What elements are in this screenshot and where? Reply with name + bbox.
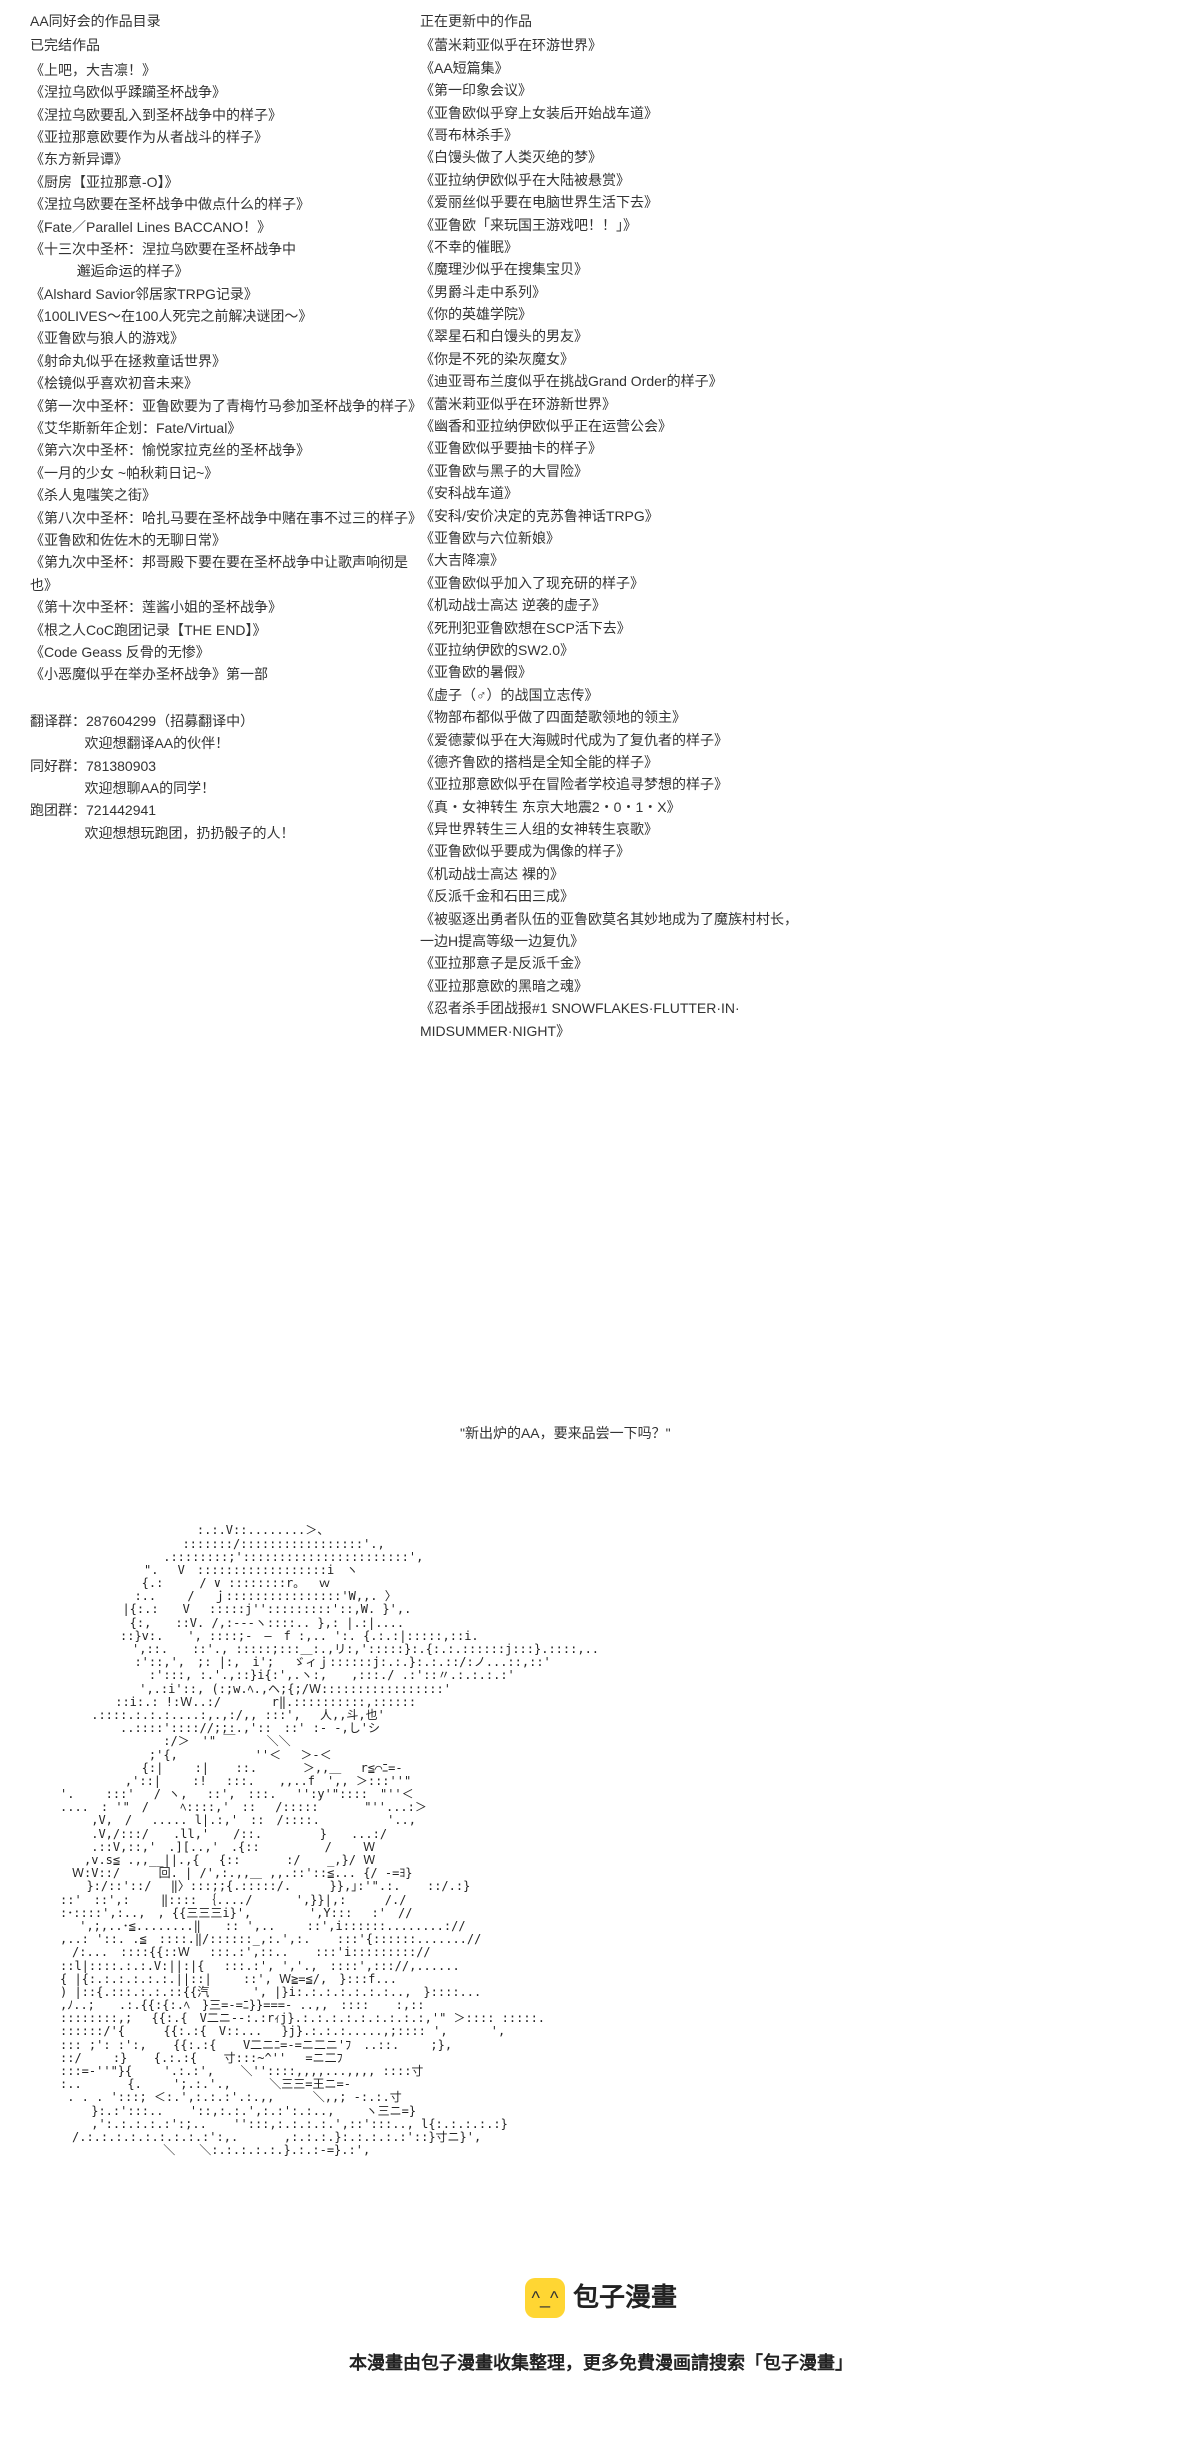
completed-work-item: 《亚拉那意欧要作为从者战斗的样子》	[30, 126, 420, 148]
updating-work-item: 《亚拉纳伊欧似乎在大陆被悬赏》	[420, 169, 810, 191]
updating-work-item: 《男爵斗走中系列》	[420, 281, 810, 303]
updating-work-item: 《哥布林杀手》	[420, 124, 810, 146]
completed-work-item: 《第八次中圣杯：哈扎马要在圣杯战争中赌在事不过三的样子》	[30, 507, 420, 529]
main-content: AA同好会的作品目录 已完结作品 《上吧，大吉凛！》《涅拉乌欧似乎蹂躏圣杯战争》…	[0, 0, 1202, 1464]
completed-work-item: 《100LIVES～在100人死完之前解决谜团～》	[30, 305, 420, 327]
updating-work-item: 《反派千金和石田三成》	[420, 885, 810, 907]
completed-work-item: 《一月的少女 ~帕秋莉日记~》	[30, 462, 420, 484]
updating-work-item: 《机动战士高达 逆袭的虚子》	[420, 594, 810, 616]
group-info-line: 跑团群：721442941	[30, 799, 420, 821]
updating-work-item: 《你是不死的染灰魔女》	[420, 348, 810, 370]
completed-work-item: 《涅拉乌欧要乱入到圣杯战争中的样子》	[30, 104, 420, 126]
updating-work-item: 《亚拉那意欧的黑暗之魂》	[420, 975, 810, 997]
updating-work-item: 《亚鲁欧的暑假》	[420, 661, 810, 683]
completed-work-item: 《桧镜似乎喜欢初音未来》	[30, 372, 420, 394]
ascii-art-character: :.:.V::........＞、 :::::::/::::::::::::::…	[60, 1524, 1202, 2157]
group-info-line: 欢迎想聊AA的同学！	[30, 777, 420, 799]
updating-work-item: 《亚鲁欧似乎要成为偶像的样子》	[420, 840, 810, 862]
updating-work-item: 《幽香和亚拉纳伊欧似乎正在运营公会》	[420, 415, 810, 437]
completed-work-item: 《十三次中圣杯：涅拉乌欧要在圣杯战争中 邂逅命运的样子》	[30, 238, 420, 283]
completed-work-item: 《射命丸似乎在拯救童话世界》	[30, 350, 420, 372]
completed-work-item: 《第一次中圣杯：亚鲁欧要为了青梅竹马参加圣杯战争的样子》	[30, 395, 420, 417]
updating-work-item: 《爱德蒙似乎在大海贼时代成为了复仇者的样子》	[420, 729, 810, 751]
updating-work-item: 《迪亚哥布兰度似乎在挑战Grand Order的样子》	[420, 370, 810, 392]
completed-work-item: 《厨房【亚拉那意-O】》	[30, 171, 420, 193]
updating-work-item: 《白馒头做了人类灭绝的梦》	[420, 146, 810, 168]
updating-work-item: 《亚鲁欧似乎加入了现充研的样子》	[420, 572, 810, 594]
updating-work-item: 《物部布都似乎做了四面楚歌领地的领主》	[420, 706, 810, 728]
completed-work-item: 《第九次中圣杯：邦哥殿下要在要在圣杯战争中让歌声响彻是也》	[30, 551, 420, 596]
group-info-line: 翻译群：287604299（招募翻译中）	[30, 710, 420, 732]
updating-work-item: 《机动战士高达 裸的》	[420, 863, 810, 885]
baozi-logo-icon: ^_^	[525, 2278, 565, 2318]
updating-work-item: 《亚鲁欧与六位新娘》	[420, 527, 810, 549]
completed-work-item: 《艾华斯新年企划：Fate/Virtual》	[30, 417, 420, 439]
completed-work-item: 《涅拉乌欧要在圣杯战争中做点什么的样子》	[30, 193, 420, 215]
completed-work-item: 《第六次中圣杯：愉悦家拉克丝的圣杯战争》	[30, 439, 420, 461]
updating-work-item: 《亚拉那意子是反派千金》	[420, 952, 810, 974]
updating-work-item: 《爱丽丝似乎要在电脑世界生活下去》	[420, 191, 810, 213]
completed-work-item: 《亚鲁欧与狼人的游戏》	[30, 327, 420, 349]
updating-work-item: 《安科战车道》	[420, 482, 810, 504]
group-info-line: 同好群：781380903	[30, 755, 420, 777]
footer-slogan: 本漫畫由包子漫畫收集整理，更多免費漫画請搜索「包子漫畫」	[0, 2349, 1202, 2378]
updating-work-item: 《蕾米莉亚似乎在环游世界》	[420, 34, 810, 56]
updating-work-item: 《蕾米莉亚似乎在环游新世界》	[420, 393, 810, 415]
completed-work-item: 《第十次中圣杯：莲酱小姐的圣杯战争》	[30, 596, 420, 618]
updating-work-item: 《亚鲁欧似乎要抽卡的样子》	[420, 437, 810, 459]
updating-work-item: 《虚子（♂）的战国立志传》	[420, 684, 810, 706]
completed-works-list: 《上吧，大吉凛！》《涅拉乌欧似乎蹂躏圣杯战争》《涅拉乌欧要乱入到圣杯战争中的样子…	[30, 59, 420, 686]
completed-work-item: 《小恶魔似乎在举办圣杯战争》第一部	[30, 663, 420, 685]
completed-work-item: 《涅拉乌欧似乎蹂躏圣杯战争》	[30, 81, 420, 103]
updating-work-item: 《亚鲁欧似乎穿上女装后开始战车道》	[420, 102, 810, 124]
updating-work-item: 《亚拉纳伊欧的SW2.0》	[420, 639, 810, 661]
completed-work-item: 《根之人CoC跑团记录【THE END】》	[30, 619, 420, 641]
updating-work-item: 《异世界转生三人组的女神转生哀歌》	[420, 818, 810, 840]
updating-work-item: 《德齐鲁欧的搭档是全知全能的样子》	[420, 751, 810, 773]
updating-work-item: 《死刑犯亚鲁欧想在SCP活下去》	[420, 617, 810, 639]
left-title: AA同好会的作品目录	[30, 10, 420, 32]
left-subtitle: 已完结作品	[30, 34, 420, 56]
updating-work-item: 《魔理沙似乎在搜集宝贝》	[420, 258, 810, 280]
right-column: 正在更新中的作品 《蕾米莉亚似乎在环游世界》《AA短篇集》《第一印象会议》《亚鲁…	[420, 10, 810, 1444]
updating-work-item: 《大吉降凛》	[420, 549, 810, 571]
updating-work-item: 《安科/安价决定的克苏鲁神话TRPG》	[420, 505, 810, 527]
logo-text: 包子漫畫	[573, 2277, 677, 2319]
updating-work-item: 《忍者杀手团战报#1 SNOWFLAKES·FLUTTER·IN· MIDSUM…	[420, 997, 810, 1042]
group-info-line: 欢迎想翻译AA的伙伴！	[30, 732, 420, 754]
updating-work-item: 《你的英雄学院》	[420, 303, 810, 325]
updating-work-item: 《翠星石和白馒头的男友》	[420, 325, 810, 347]
right-title: 正在更新中的作品	[420, 10, 810, 32]
quote-text: "新出炉的AA，要来品尝一下吗？"	[460, 1422, 810, 1444]
updating-work-item: 《亚鲁欧与黑子的大冒险》	[420, 460, 810, 482]
completed-work-item: 《Code Geass 反骨的无惨》	[30, 641, 420, 663]
updating-work-item: 《AA短篇集》	[420, 57, 810, 79]
updating-works-list: 《蕾米莉亚似乎在环游世界》《AA短篇集》《第一印象会议》《亚鲁欧似乎穿上女装后开…	[420, 34, 810, 1042]
groups-info: 翻译群：287604299（招募翻译中） 欢迎想翻译AA的伙伴！同好群：7813…	[30, 710, 420, 844]
completed-work-item: 《上吧，大吉凛！》	[30, 59, 420, 81]
updating-work-item: 《被驱逐出勇者队伍的亚鲁欧莫名其妙地成为了魔族村村长， 一边H提高等级一边复仇》	[420, 908, 810, 953]
updating-work-item: 《第一印象会议》	[420, 79, 810, 101]
updating-work-item: 《不幸的催眠》	[420, 236, 810, 258]
group-info-line: 欢迎想想玩跑团，扔扔骰子的人！	[30, 822, 420, 844]
updating-work-item: 《亚拉那意欧似乎在冒险者学校追寻梦想的样子》	[420, 773, 810, 795]
completed-work-item: 《亚鲁欧和佐佐木的无聊日常》	[30, 529, 420, 551]
updating-work-item: 《真・女神转生 东京大地震2・0・1・X》	[420, 796, 810, 818]
completed-work-item: 《Fate／Parallel Lines BACCANO！》	[30, 216, 420, 238]
completed-work-item: 《东方新异谭》	[30, 148, 420, 170]
completed-work-item: 《杀人鬼嗤笑之街》	[30, 484, 420, 506]
updating-work-item: 《亚鲁欧「来玩国王游戏吧！！」》	[420, 214, 810, 236]
left-column: AA同好会的作品目录 已完结作品 《上吧，大吉凛！》《涅拉乌欧似乎蹂躏圣杯战争》…	[30, 10, 430, 1444]
logo-row: ^_^ 包子漫畫	[525, 2277, 677, 2319]
completed-work-item: 《Alshard Savior邻居家TRPG记录》	[30, 283, 420, 305]
footer: ^_^ 包子漫畫 本漫畫由包子漫畫收集整理，更多免費漫画請搜索「包子漫畫」	[0, 2277, 1202, 2417]
